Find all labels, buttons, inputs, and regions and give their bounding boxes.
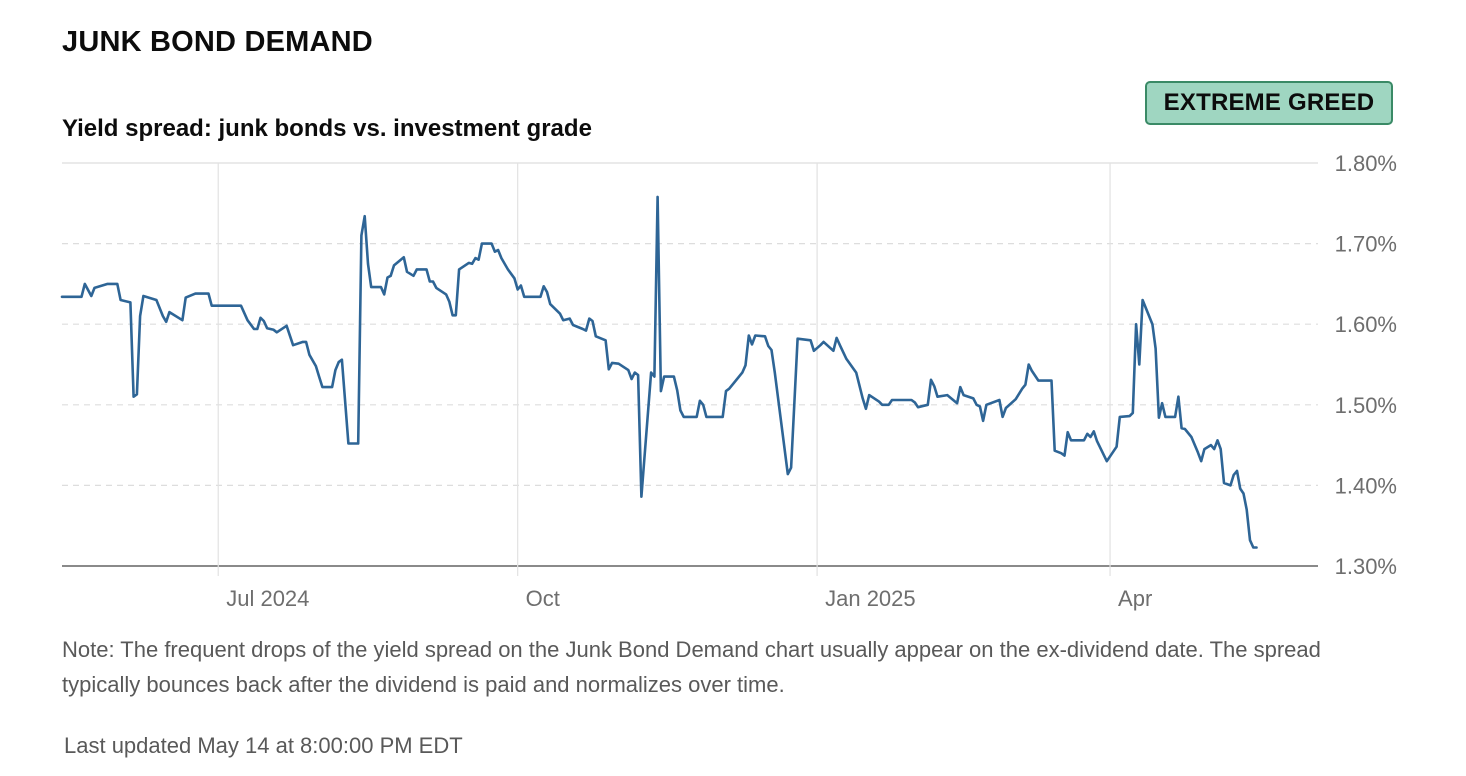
x-grid bbox=[217, 163, 1111, 576]
y-tick-label: 1.40% bbox=[1335, 473, 1397, 498]
y-tick-label: 1.50% bbox=[1335, 393, 1397, 418]
y-tick-label: 1.70% bbox=[1335, 232, 1397, 257]
x-tick-label: Oct bbox=[526, 586, 560, 611]
x-axis: Jul 2024 Oct Jan 2025 Apr bbox=[226, 586, 1152, 611]
y-grid bbox=[62, 162, 1318, 567]
page-title: JUNK BOND DEMAND bbox=[62, 26, 373, 58]
chart-note: Note: The frequent drops of the yield sp… bbox=[62, 637, 1321, 697]
x-tick-label: Jan 2025 bbox=[825, 586, 916, 611]
sentiment-badge: EXTREME GREED bbox=[1145, 81, 1393, 125]
y-tick-label: 1.60% bbox=[1335, 312, 1397, 337]
plot-series bbox=[60, 195, 1258, 549]
x-tick-label: Jul 2024 bbox=[226, 586, 309, 611]
x-tick-label: Apr bbox=[1118, 586, 1152, 611]
chart-subtitle: Yield spread: junk bonds vs. investment … bbox=[62, 115, 592, 142]
series-line bbox=[60, 195, 1258, 549]
y-tick-label: 1.30% bbox=[1335, 554, 1397, 579]
y-axis: 1.80% 1.70% 1.60% 1.50% 1.40% 1.30% bbox=[1335, 151, 1397, 579]
junk-bond-chart: 1.80% 1.70% 1.60% 1.50% 1.40% 1.30% Jul 2024 O… bbox=[60, 151, 1397, 611]
y-tick-label: 1.80% bbox=[1335, 151, 1397, 176]
last-updated: Last updated May 14 at 8:00:00 PM EDT bbox=[64, 733, 463, 758]
